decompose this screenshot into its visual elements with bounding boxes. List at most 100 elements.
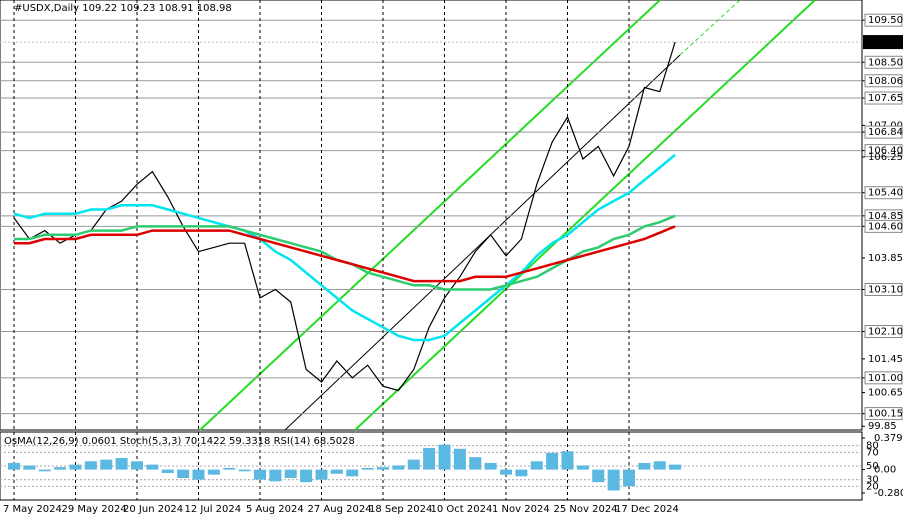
osma-bar: [592, 469, 605, 483]
x-tick-label: 17 Dec 2024: [615, 504, 679, 515]
y-tick-label: 99.85: [868, 421, 897, 432]
osma-bar: [23, 465, 36, 470]
y-tick-label: 100.15: [868, 409, 903, 420]
channel-lower: [354, 0, 816, 431]
y-tick-label: 102.10: [868, 327, 903, 338]
osma-bar: [100, 459, 113, 470]
osma-bar: [392, 465, 405, 470]
y-label-box: [864, 325, 903, 339]
osma-bar: [638, 462, 651, 470]
x-tick-label: 12 Jul 2024: [185, 504, 242, 515]
osma-bar: [607, 469, 620, 491]
osma-bar: [223, 467, 236, 470]
osma-bar: [131, 461, 143, 470]
osma-bar: [69, 464, 82, 470]
y-tick-label: 107.65: [868, 93, 903, 104]
osma-bar: [453, 448, 466, 470]
y-tick-label: 100.65: [868, 388, 903, 399]
y-label-box: [864, 125, 903, 139]
osma-bar: [576, 465, 589, 470]
current-price-box: [863, 35, 903, 50]
y-tick-label: 104.60: [868, 221, 903, 232]
osma-bar: [469, 457, 482, 470]
osma-bar: [284, 469, 297, 478]
x-tick-label: 7 May 2024: [3, 504, 62, 515]
x-tick-label: 25 Nov 2024: [554, 504, 618, 515]
osma-bar: [530, 461, 543, 470]
y-label-box: [864, 407, 903, 421]
osma-bar: [423, 447, 436, 470]
y-label-box: [864, 186, 903, 200]
y-label-box: [864, 371, 903, 385]
channel: [199, 0, 816, 431]
series-line: [13, 153, 676, 342]
osma-bar: [515, 469, 528, 477]
channel-upper: [199, 0, 661, 431]
osma-bar: [38, 469, 51, 472]
y-label-box: [864, 13, 903, 27]
x-tick-label: 10 Oct 2024: [431, 504, 493, 515]
x-tick-label: 1 Nov 2024: [492, 504, 550, 515]
osma-bar: [84, 461, 97, 470]
osma-bar: [500, 469, 512, 475]
x-tick-label: 29 May 2024: [62, 504, 127, 515]
osma-bar: [146, 464, 159, 470]
osma-bar: [177, 469, 190, 478]
osma-bar: [330, 469, 343, 474]
indicator-title: OsMA(12,26,9) 0.0601 Stoch(5,3,3) 70.142…: [4, 436, 355, 447]
x-tick-label: 20 Jun 2024: [123, 504, 183, 515]
osma-bar: [269, 469, 282, 482]
y-label-box: [864, 144, 903, 158]
y-label-box: [864, 91, 903, 105]
level-label: 70: [866, 447, 879, 458]
y-tick-label: -0.2805: [874, 488, 903, 499]
level-label: 80: [866, 441, 879, 452]
y-label-box: [864, 219, 903, 233]
y-tick-label: 104.85: [868, 211, 903, 222]
osma-bar: [315, 469, 328, 480]
y-tick-label: 0.00: [874, 465, 896, 476]
osma-bar: [207, 469, 220, 475]
y-tick-label: 106.40: [868, 146, 903, 157]
osma-bar: [54, 467, 67, 470]
osma-bar: [8, 462, 20, 470]
y-label-box: [864, 74, 903, 88]
osma-bar: [361, 467, 374, 470]
chart-title: #USDX,Daily 109.22 109.23 108.91 108.98: [14, 3, 232, 14]
x-tick-label: 18 Sep 2024: [369, 504, 432, 515]
osma-bar: [238, 469, 251, 472]
osma-bar: [346, 469, 359, 477]
osma-bar: [669, 464, 682, 470]
y-tick-label: 106.25: [868, 152, 903, 163]
y-tick-label: 106.84: [868, 127, 903, 138]
x-tick-label: 27 Aug 2024: [308, 504, 372, 515]
osma-bar: [377, 467, 389, 470]
y-tick-label: 108.50: [868, 57, 903, 68]
level-label: 30: [866, 475, 879, 486]
osma-bar: [546, 452, 559, 470]
osma-bar: [192, 469, 205, 480]
osma-bar: [484, 462, 497, 470]
osma-bar: [161, 469, 174, 473]
y-tick-label: 101.45: [868, 354, 903, 365]
level-label: 20: [866, 481, 879, 492]
y-label-box: [864, 55, 903, 69]
y-label-box: [864, 282, 903, 296]
y-tick-label: 105.40: [868, 188, 903, 199]
y-tick-label: 108.06: [868, 76, 903, 87]
series-line: [14, 225, 676, 283]
y-tick-label: 0.3792: [874, 433, 903, 444]
osma-bar: [623, 469, 635, 487]
osma-bar: [561, 451, 574, 470]
y-tick-label: 101.00: [868, 373, 903, 384]
y-tick-label: 103.85: [868, 253, 903, 264]
series-line: [13, 41, 676, 392]
osma-bar: [407, 459, 420, 470]
current-price-label: 108.98: [867, 37, 903, 48]
x-tick-label: 5 Aug 2024: [246, 504, 304, 515]
osma-bar: [653, 461, 666, 470]
osma-bar: [115, 457, 128, 470]
osma-bar: [254, 469, 266, 480]
trend-line: [284, 54, 681, 431]
